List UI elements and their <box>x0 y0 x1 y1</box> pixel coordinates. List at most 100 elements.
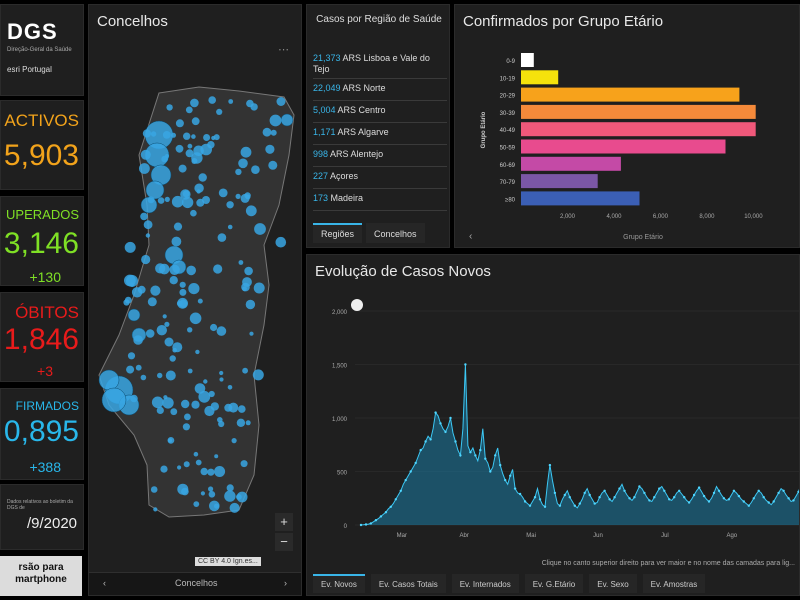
case-bubble[interactable] <box>173 222 183 231</box>
evo-point[interactable] <box>518 492 522 496</box>
case-bubble[interactable] <box>276 97 286 106</box>
case-bubble[interactable] <box>251 165 260 174</box>
evo-point[interactable] <box>653 496 656 499</box>
case-bubble[interactable] <box>191 117 200 126</box>
evo-point[interactable] <box>454 440 457 443</box>
evo-point[interactable] <box>618 487 621 490</box>
case-bubble[interactable] <box>245 420 251 426</box>
evo-point[interactable] <box>364 523 368 526</box>
evo-point[interactable] <box>489 470 492 473</box>
tab-concelhos[interactable]: Concelhos <box>366 223 425 243</box>
case-bubble[interactable] <box>187 143 193 149</box>
case-bubble[interactable] <box>137 285 146 294</box>
mobile-version-button[interactable]: rsão para martphone <box>0 556 82 596</box>
case-bubble[interactable] <box>208 390 215 398</box>
tab-ev-novos[interactable]: Ev. Novos <box>313 574 365 593</box>
case-bubble[interactable] <box>184 413 191 421</box>
case-bubble[interactable] <box>227 224 233 230</box>
region-item[interactable]: 22,049 ARS Norte <box>313 79 447 101</box>
case-bubble[interactable] <box>185 149 194 158</box>
evo-point[interactable] <box>757 489 760 492</box>
case-bubble[interactable] <box>238 260 244 265</box>
case-bubble[interactable] <box>217 417 223 423</box>
case-bubble[interactable] <box>200 491 205 496</box>
case-bubble[interactable] <box>177 483 189 495</box>
case-bubble[interactable] <box>157 372 163 379</box>
case-bubble[interactable] <box>224 490 236 502</box>
case-bubble[interactable] <box>249 331 254 336</box>
case-bubble[interactable] <box>167 437 175 444</box>
case-bubble[interactable] <box>164 321 170 327</box>
evo-point[interactable] <box>424 440 427 443</box>
case-bubble[interactable] <box>231 438 237 444</box>
case-bubble[interactable] <box>126 365 135 374</box>
evo-point[interactable] <box>558 504 562 507</box>
case-bubble[interactable] <box>208 491 216 498</box>
case-bubble[interactable] <box>157 197 165 204</box>
age-bar[interactable] <box>521 87 740 102</box>
evo-point[interactable] <box>513 487 517 490</box>
case-bubble[interactable] <box>162 131 171 139</box>
case-bubble[interactable] <box>98 369 120 391</box>
case-bubble[interactable] <box>150 486 158 493</box>
case-bubble[interactable] <box>145 180 165 200</box>
evo-point[interactable] <box>608 498 611 501</box>
evo-point[interactable] <box>543 505 547 508</box>
evo-point[interactable] <box>379 515 383 518</box>
case-bubble[interactable] <box>204 405 215 417</box>
evo-point[interactable] <box>633 496 636 499</box>
evo-point[interactable] <box>479 448 482 452</box>
case-bubble[interactable] <box>226 484 234 492</box>
case-bubble[interactable] <box>187 327 193 333</box>
evo-point[interactable] <box>712 491 716 495</box>
case-bubble[interactable] <box>235 193 241 199</box>
evo-point[interactable] <box>568 496 571 499</box>
case-bubble[interactable] <box>227 385 233 390</box>
evo-point[interactable] <box>742 500 745 503</box>
case-bubble[interactable] <box>162 314 167 319</box>
case-bubble[interactable] <box>177 465 182 470</box>
case-bubble[interactable] <box>240 146 252 158</box>
tab-ev-internados[interactable]: Ev. Internados <box>451 574 519 593</box>
tab-ev-g-etario[interactable]: Ev. G.Etário <box>524 574 584 593</box>
case-bubble[interactable] <box>214 454 219 459</box>
evo-point[interactable] <box>504 478 507 482</box>
case-bubble[interactable] <box>140 374 147 381</box>
evo-point[interactable] <box>394 498 397 501</box>
evo-point[interactable] <box>369 522 373 525</box>
case-bubble[interactable] <box>150 285 161 296</box>
portugal-map[interactable] <box>89 5 302 575</box>
case-bubble[interactable] <box>161 155 168 163</box>
evo-point[interactable] <box>389 505 392 508</box>
case-bubble[interactable] <box>188 283 200 295</box>
case-bubble[interactable] <box>164 337 174 347</box>
evo-point[interactable] <box>429 438 432 441</box>
age-bar[interactable] <box>521 104 756 119</box>
evo-point[interactable] <box>494 454 497 457</box>
case-bubble[interactable] <box>203 134 211 141</box>
case-bubble[interactable] <box>190 209 197 217</box>
case-bubble[interactable] <box>156 325 167 336</box>
case-bubble[interactable] <box>169 276 178 285</box>
evo-point[interactable] <box>499 463 502 467</box>
case-bubble[interactable] <box>191 134 196 139</box>
case-bubble[interactable] <box>228 99 234 104</box>
evo-point[interactable] <box>687 501 691 504</box>
case-bubble[interactable] <box>219 370 224 376</box>
evo-point[interactable] <box>777 491 780 495</box>
evo-point[interactable] <box>797 490 799 493</box>
case-bubble[interactable] <box>228 402 239 413</box>
case-bubble[interactable] <box>160 465 168 473</box>
case-bubble[interactable] <box>253 282 265 294</box>
case-bubble[interactable] <box>238 158 248 169</box>
evo-point[interactable] <box>359 523 363 527</box>
evo-point[interactable] <box>548 463 552 467</box>
evo-point[interactable] <box>573 504 576 507</box>
evo-point[interactable] <box>702 494 706 498</box>
case-bubble[interactable] <box>139 163 150 174</box>
case-bubble[interactable] <box>194 383 206 394</box>
case-bubble[interactable] <box>181 196 194 209</box>
case-bubble[interactable] <box>238 405 246 413</box>
evo-point[interactable] <box>772 500 775 503</box>
tab-ev-casos-totais[interactable]: Ev. Casos Totais <box>370 574 446 593</box>
